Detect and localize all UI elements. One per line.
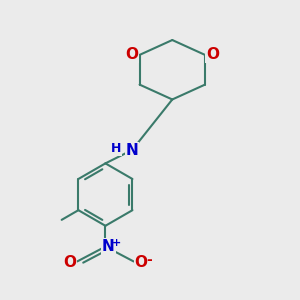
Text: -: - [146,253,152,267]
Text: N: N [126,142,139,158]
Text: O: O [135,255,148,270]
Text: O: O [63,255,76,270]
Text: +: + [112,238,121,248]
Text: O: O [125,47,138,62]
Text: O: O [206,47,219,62]
Text: H: H [111,142,121,155]
Text: N: N [102,239,115,254]
